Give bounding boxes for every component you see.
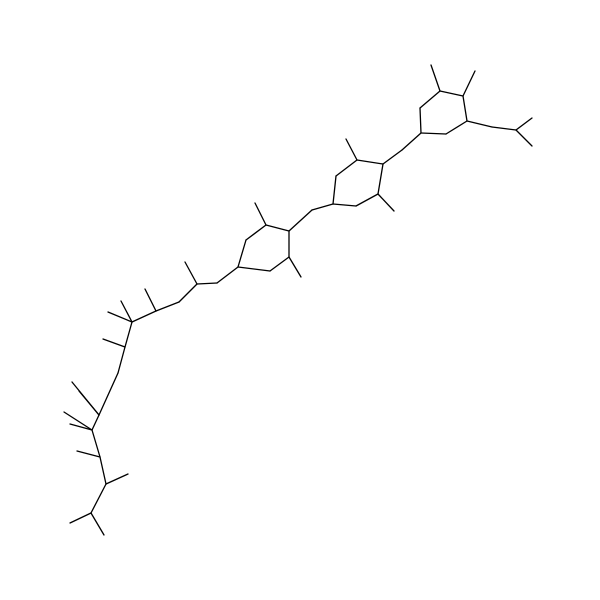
bond-line xyxy=(430,64,441,92)
bond-line xyxy=(377,193,395,212)
bond-line xyxy=(69,512,92,524)
bond-line xyxy=(401,132,422,151)
bond-line xyxy=(196,282,218,285)
bond-line xyxy=(419,107,422,134)
bond-line xyxy=(515,129,533,147)
bond-line xyxy=(124,321,133,348)
bond-line xyxy=(184,261,198,285)
bond-line xyxy=(345,138,358,161)
bond-line xyxy=(76,450,101,458)
bond-line xyxy=(254,202,267,226)
bond-line xyxy=(69,423,93,431)
bond-line xyxy=(419,90,441,109)
bond-line xyxy=(91,429,101,458)
bond-line xyxy=(445,120,468,135)
bond-line xyxy=(120,300,133,323)
bond-line xyxy=(131,310,157,323)
bond-line xyxy=(439,90,464,97)
bond-line xyxy=(288,209,313,232)
bond-line xyxy=(335,159,358,177)
bond-line xyxy=(466,120,493,128)
bond-line xyxy=(311,203,334,211)
bond-line xyxy=(288,256,302,278)
bond-line xyxy=(178,283,198,303)
bond-line xyxy=(99,456,107,485)
bond-line xyxy=(117,346,126,374)
bond-line xyxy=(237,239,247,268)
bond-line xyxy=(245,224,267,241)
bond-line xyxy=(382,149,403,165)
bond-line xyxy=(462,95,468,122)
bond-group xyxy=(63,64,533,536)
bond-line xyxy=(144,288,157,312)
bond-line xyxy=(155,301,180,312)
bond-line xyxy=(90,483,107,514)
bond-line xyxy=(91,414,100,431)
bond-line xyxy=(90,512,105,536)
bond-line xyxy=(332,203,357,207)
bond-line xyxy=(462,70,476,97)
bond-line xyxy=(237,266,271,272)
bond-line xyxy=(332,175,337,205)
bond-line xyxy=(356,159,384,165)
bond-line xyxy=(269,256,290,272)
bond-line xyxy=(98,372,119,416)
bond-line xyxy=(63,411,93,431)
bond-line xyxy=(420,132,447,135)
bond-line xyxy=(107,311,133,323)
bond-line xyxy=(105,473,129,485)
bond-line xyxy=(265,224,290,232)
bond-line xyxy=(515,117,533,131)
bond-line xyxy=(216,266,239,284)
bond-line xyxy=(377,163,384,195)
bond-line xyxy=(491,126,517,131)
bond-line xyxy=(355,193,379,207)
bond-line xyxy=(78,390,100,416)
bond-line xyxy=(102,338,126,348)
